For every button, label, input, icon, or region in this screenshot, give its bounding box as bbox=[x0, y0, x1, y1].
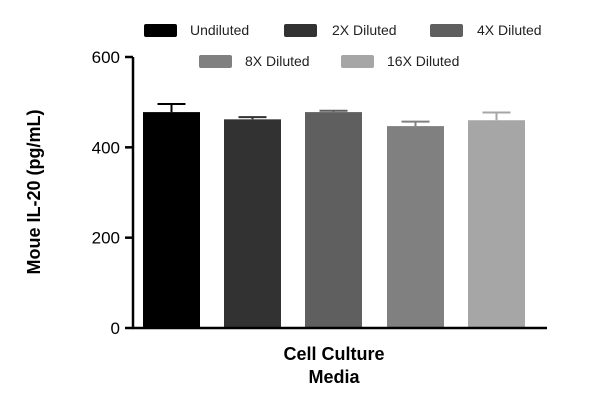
y-axis-title: Moue IL-20 (pg/mL) bbox=[24, 110, 44, 275]
bar bbox=[387, 126, 444, 328]
bar bbox=[468, 120, 525, 328]
y-tick-label: 200 bbox=[92, 229, 120, 248]
bar bbox=[224, 119, 281, 328]
axes bbox=[131, 57, 547, 330]
legend-label: 8X Diluted bbox=[245, 53, 310, 69]
bar bbox=[143, 112, 200, 328]
y-tick-label: 600 bbox=[92, 48, 120, 67]
legend: Undiluted 2X Diluted 4X Diluted 8X Diluted 1… bbox=[144, 22, 542, 69]
bars bbox=[143, 112, 525, 328]
legend-swatch bbox=[144, 24, 177, 37]
legend-label: 4X Diluted bbox=[477, 22, 542, 38]
bar bbox=[305, 112, 362, 328]
legend-swatch bbox=[430, 24, 463, 37]
legend-swatch bbox=[341, 55, 374, 68]
legend-swatch bbox=[284, 24, 317, 37]
legend-swatch bbox=[199, 55, 232, 68]
x-axis-title-line-2: Media bbox=[308, 367, 360, 387]
y-tick-label: 400 bbox=[92, 138, 120, 157]
x-axis-title-line-1: Cell Culture bbox=[283, 344, 384, 364]
legend-label: Undiluted bbox=[190, 22, 249, 38]
y-ticks: 0 200 400 600 bbox=[92, 48, 133, 338]
legend-label: 2X Diluted bbox=[332, 22, 397, 38]
legend-label: 16X Diluted bbox=[387, 53, 459, 69]
y-tick-label: 0 bbox=[111, 319, 120, 338]
error-bars bbox=[157, 102, 511, 127]
